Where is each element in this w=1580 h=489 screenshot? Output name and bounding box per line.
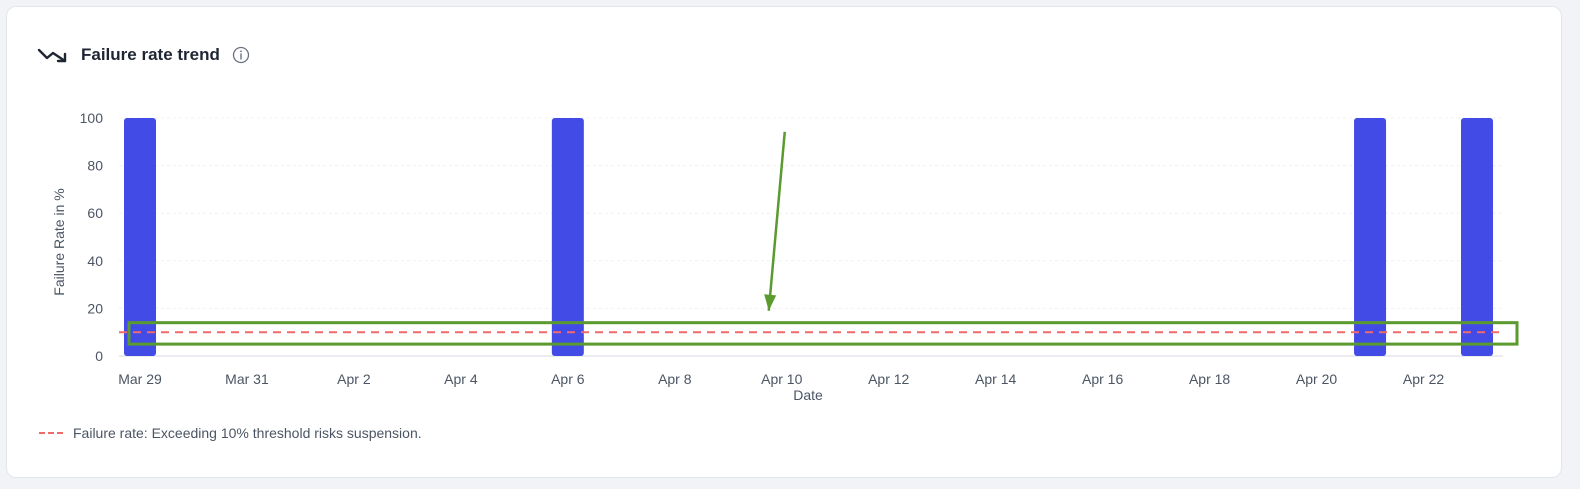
x-tick-label: Apr 14 [975, 371, 1016, 387]
x-tick-label: Apr 16 [1082, 371, 1123, 387]
legend-threshold-swatch [39, 432, 63, 434]
y-tick-label: 20 [87, 300, 103, 316]
bar-mar-29[interactable] [124, 118, 156, 356]
annotation-arrow-head [764, 294, 777, 311]
y-axis-label: Failure Rate in % [51, 188, 67, 295]
bar-apr-6[interactable] [551, 118, 584, 356]
x-tick-label: Apr 20 [1296, 371, 1337, 387]
y-tick-label: 0 [95, 348, 103, 364]
card-title: Failure rate trend [81, 45, 220, 64]
annotation-arrow-shaft [767, 131, 787, 311]
failure-rate-chart: 0 20 40 60 80 100 Mar 29 Mar 31 Apr 2 Apr 4 Apr 6 A… [51, 110, 1519, 403]
x-tick-label: Mar 29 [118, 371, 162, 387]
x-tick-label: Apr 2 [337, 371, 371, 387]
bar-apr-23[interactable] [1461, 118, 1493, 356]
x-tick-label: Apr 18 [1189, 371, 1230, 387]
card-header: Failure rate trend [37, 41, 250, 69]
trending-down-icon [37, 45, 71, 65]
chart-area: 0 20 40 60 80 100 Mar 29 Mar 31 Apr 2 Apr 4 Apr 6 A… [7, 7, 1563, 479]
x-tick-label: Apr 8 [658, 371, 692, 387]
failure-rate-card: Failure rate trend 0 20 40 60 80 100 Mar 29 Mar… [6, 6, 1562, 478]
x-axis-label: Date [793, 387, 823, 403]
y-tick-label: 40 [87, 253, 103, 269]
chart-legend: Failure rate: Exceeding 10% threshold ri… [39, 425, 422, 441]
annotation-highlight-box [127, 321, 1519, 346]
x-tick-label: Apr 12 [868, 371, 909, 387]
x-tick-label: Apr 22 [1403, 371, 1444, 387]
x-tick-label: Apr 10 [761, 371, 802, 387]
x-tick-label: Apr 4 [444, 371, 478, 387]
x-tick-label: Mar 31 [225, 371, 269, 387]
x-tick-label: Apr 6 [551, 371, 585, 387]
y-tick-label: 60 [87, 205, 103, 221]
info-icon[interactable] [232, 46, 250, 64]
y-tick-label: 100 [80, 110, 104, 126]
legend-label: Failure rate: Exceeding 10% threshold ri… [73, 425, 422, 441]
bar-apr-21[interactable] [1354, 118, 1387, 356]
y-tick-label: 80 [87, 158, 103, 174]
